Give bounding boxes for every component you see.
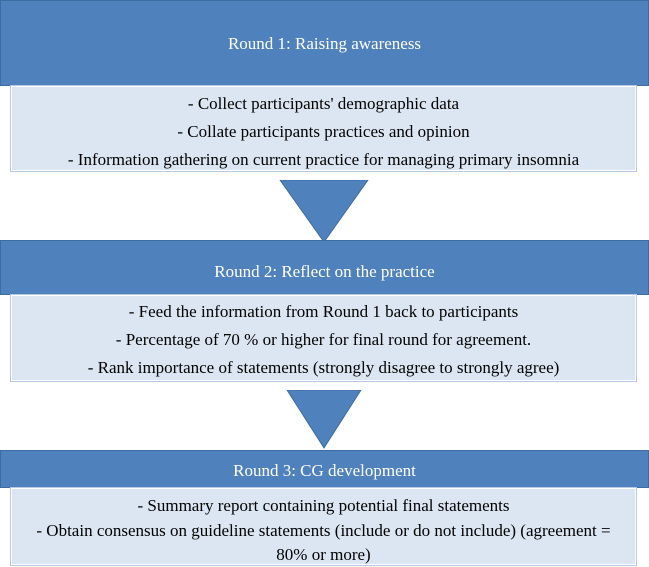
round-1-item: - Information gathering on current pract…	[67, 150, 580, 169]
down-arrow-icon	[286, 390, 362, 449]
round-1-header: Round 1: Raising awareness	[0, 0, 649, 86]
round-1-item: - Collect participants' demographic data	[187, 94, 460, 113]
round-3-item: - Obtain consensus on guideline statemen…	[36, 521, 611, 564]
round-2-item: - Percentage of 70 % or higher for final…	[115, 330, 532, 349]
round-2-box: - Feed the information from Round 1 back…	[10, 294, 637, 382]
round-2-header: Round 2: Reflect on the practice	[0, 240, 649, 295]
round-2-item: - Rank importance of statements (strongl…	[87, 358, 560, 377]
round-2-item: - Feed the information from Round 1 back…	[128, 302, 519, 321]
round-1-box: - Collect participants' demographic data…	[10, 85, 637, 172]
round-3-box: - Summary report containing potential fi…	[10, 487, 637, 566]
round-3-header: Round 3: CG development	[0, 450, 649, 488]
round-3-item: - Summary report containing potential fi…	[137, 496, 510, 515]
down-arrow-icon	[279, 180, 369, 243]
round-1-item: - Collate participants practices and opi…	[177, 122, 470, 141]
